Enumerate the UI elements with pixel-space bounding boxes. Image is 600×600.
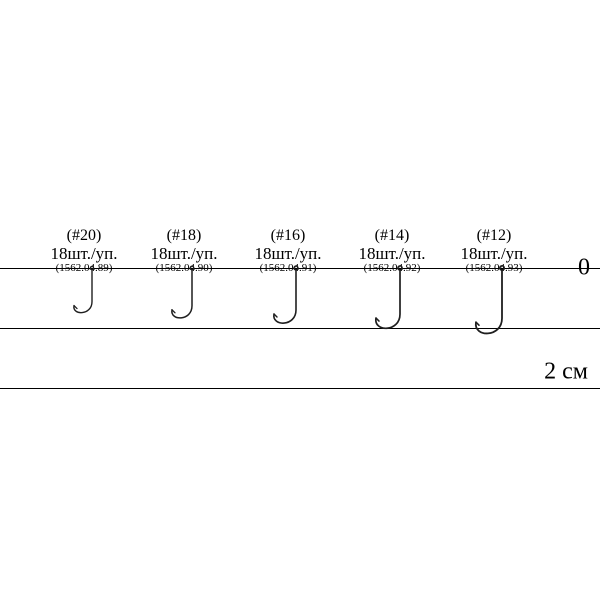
fishing-hook-icon xyxy=(360,264,420,364)
ruler-label: 0 xyxy=(578,255,590,282)
hook-size-label: (#14) xyxy=(342,228,442,245)
hook-pack-label: 18шт./уп. xyxy=(238,245,338,263)
fishing-hook-icon xyxy=(256,264,316,364)
fishing-hook-icon xyxy=(462,264,522,364)
ruler-line xyxy=(0,388,600,389)
ruler-label: 2 см xyxy=(544,359,588,386)
hook-size-label: (#12) xyxy=(444,228,544,245)
fishing-hook-icon xyxy=(52,264,112,364)
hook-pack-label: 18шт./уп. xyxy=(444,245,544,263)
hook-size-label: (#16) xyxy=(238,228,338,245)
hook-pack-label: 18шт./уп. xyxy=(342,245,442,263)
fishing-hook-icon xyxy=(152,264,212,364)
hook-size-label: (#18) xyxy=(134,228,234,245)
hook-size-label: (#20) xyxy=(34,228,134,245)
hook-pack-label: 18шт./уп. xyxy=(34,245,134,263)
hook-pack-label: 18шт./уп. xyxy=(134,245,234,263)
size-chart-canvas: 02 см(#20)18шт./уп.(1562.04.89)(#18)18шт… xyxy=(0,0,600,600)
